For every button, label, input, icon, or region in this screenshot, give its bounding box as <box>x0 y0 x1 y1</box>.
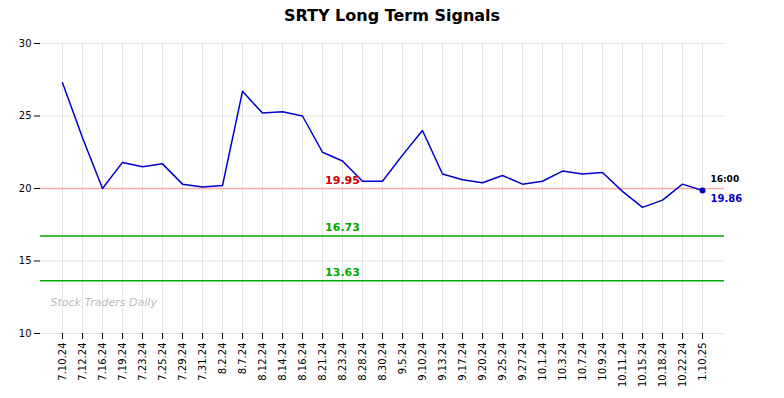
svg-text:10.18.24: 10.18.24 <box>657 343 668 388</box>
svg-text:10.15.24: 10.15.24 <box>637 343 648 388</box>
svg-text:7.19.24: 7.19.24 <box>117 343 128 381</box>
html-text:SRTY Long Term Signals: SRTY Long Term Signals <box>283 6 501 25</box>
svg-text:8.16.24: 8.16.24 <box>297 343 308 381</box>
svg-text:8.7.24: 8.7.24 <box>237 343 248 375</box>
svg-text:8.28.24: 8.28.24 <box>357 343 368 381</box>
svg-text:13.63: 13.63 <box>325 266 360 279</box>
svg-text:8.2.24: 8.2.24 <box>217 343 228 375</box>
svg-text:7.29.24: 7.29.24 <box>177 343 188 381</box>
svg-text:7.25.24: 7.25.24 <box>157 343 168 381</box>
svg-text:8.30.24: 8.30.24 <box>377 343 388 381</box>
svg-text:Stock Traders Daily: Stock Traders Daily <box>51 296 158 309</box>
svg-text:10.1.24: 10.1.24 <box>537 343 548 381</box>
svg-text:7.16.24: 7.16.24 <box>97 343 108 381</box>
svg-text:19.95: 19.95 <box>325 174 360 187</box>
svg-text:10.7.24: 10.7.24 <box>577 343 588 381</box>
svg-text:8.21.24: 8.21.24 <box>317 343 328 381</box>
svg-text:15: 15 <box>19 255 32 266</box>
svg-text:8.12.24: 8.12.24 <box>257 343 268 381</box>
svg-text:30: 30 <box>19 38 32 49</box>
svg-text:8.23.24: 8.23.24 <box>337 343 348 381</box>
svg-text:10: 10 <box>19 328 32 339</box>
svg-text:10.9.24: 10.9.24 <box>597 343 608 381</box>
svg-text:9.10.24: 9.10.24 <box>417 343 428 381</box>
svg-text:7.12.24: 7.12.24 <box>77 343 88 381</box>
svg-text:16:00: 16:00 <box>711 174 740 184</box>
svg-text:25: 25 <box>19 110 32 121</box>
svg-text:9.13.24: 9.13.24 <box>437 343 448 381</box>
svg-text:9.25.24: 9.25.24 <box>497 343 508 381</box>
svg-text:20: 20 <box>19 183 32 194</box>
svg-text:19.86: 19.86 <box>711 193 743 204</box>
svg-text:9.5.24: 9.5.24 <box>397 343 408 375</box>
svg-text:9.27.24: 9.27.24 <box>517 343 528 381</box>
svg-text:7.23.24: 7.23.24 <box>137 343 148 381</box>
svg-text:10.3.24: 10.3.24 <box>557 343 568 381</box>
svg-text:10.22.24: 10.22.24 <box>677 343 688 388</box>
svg-text:7.10.24: 7.10.24 <box>57 343 68 381</box>
svg-text:10.11.24: 10.11.24 <box>617 343 628 388</box>
svg-text:9.17.24: 9.17.24 <box>457 343 468 381</box>
svg-text:16.73: 16.73 <box>325 221 360 234</box>
svg-text:8.14.24: 8.14.24 <box>277 343 288 381</box>
svg-text:1.10.25: 1.10.25 <box>697 343 708 381</box>
svg-text:7.31.24: 7.31.24 <box>197 343 208 381</box>
svg-text:9.20.24: 9.20.24 <box>477 343 488 381</box>
